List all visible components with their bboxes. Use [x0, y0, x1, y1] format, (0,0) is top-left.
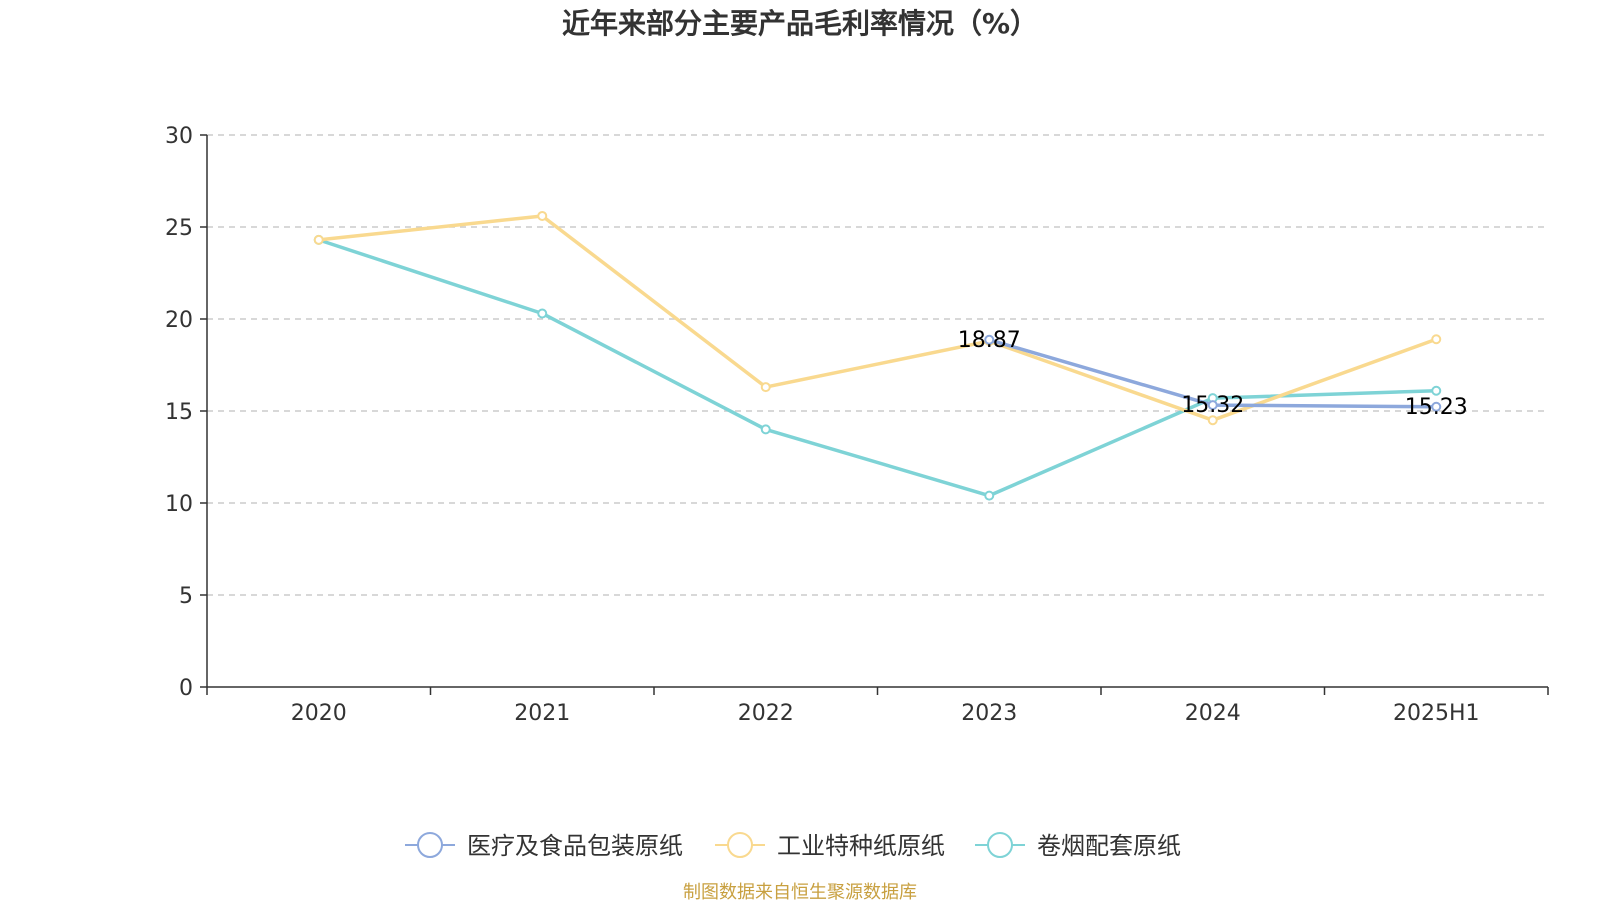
data-point — [984, 334, 995, 345]
data-point — [1207, 400, 1218, 411]
axes: 0 5 10 15 20 25 30 2020 2021 2022 2023 2024 2025H1 — [165, 124, 1549, 726]
data-point — [1431, 401, 1442, 412]
series-line — [318, 238, 1437, 498]
legend[interactable]: 医疗及食品包装原纸 工业特种纸原纸 卷烟配套原纸 — [405, 832, 1181, 860]
y-tick-label: 0 — [179, 676, 193, 701]
data-point — [984, 490, 995, 501]
series-1 — [313, 210, 1442, 426]
y-tick-label: 10 — [165, 492, 193, 517]
data-point — [537, 210, 548, 221]
source-note: 制图数据来自恒生聚源数据库 — [683, 882, 917, 903]
legend-item-0[interactable]: 医疗及食品包装原纸 — [405, 832, 683, 860]
x-tick-label: 2024 — [1185, 701, 1241, 726]
legend-item-1[interactable]: 工业特种纸原纸 — [715, 832, 945, 860]
data-point — [537, 308, 548, 319]
legend-label: 工业特种纸原纸 — [777, 832, 945, 860]
chart-title: 近年来部分主要产品毛利率情况（%） — [561, 7, 1039, 40]
legend-marker — [727, 832, 753, 858]
legend-marker — [987, 832, 1013, 858]
y-tick-label: 5 — [179, 584, 193, 609]
data-point — [1431, 385, 1442, 396]
data-point — [1207, 415, 1218, 426]
x-tick-label: 2023 — [961, 701, 1017, 726]
legend-item-2[interactable]: 卷烟配套原纸 — [975, 832, 1181, 860]
data-point — [313, 234, 324, 245]
data-labels: 18.87 15.32 15.23 — [958, 328, 1468, 420]
series-0 — [984, 334, 1442, 412]
data-label: 15.32 — [1181, 393, 1244, 418]
data-label: 15.23 — [1405, 395, 1468, 420]
y-tick-label: 20 — [165, 308, 193, 333]
series-line — [318, 214, 1437, 422]
series-2 — [313, 234, 1442, 501]
data-point — [1431, 334, 1442, 345]
legend-label: 医疗及食品包装原纸 — [467, 832, 683, 860]
legend-marker — [417, 832, 443, 858]
x-tick-label: 2021 — [514, 701, 570, 726]
series-lines — [313, 210, 1442, 501]
legend-label: 卷烟配套原纸 — [1037, 832, 1181, 860]
data-label: 18.87 — [958, 328, 1021, 353]
x-tick-label: 2022 — [738, 701, 794, 726]
y-tick-label: 25 — [165, 216, 193, 241]
y-tick-label: 15 — [165, 400, 193, 425]
data-point — [760, 382, 771, 393]
x-tick-label: 2025H1 — [1393, 701, 1480, 726]
x-tick-label: 2020 — [291, 701, 347, 726]
y-tick-label: 30 — [165, 124, 193, 149]
data-point — [760, 424, 771, 435]
